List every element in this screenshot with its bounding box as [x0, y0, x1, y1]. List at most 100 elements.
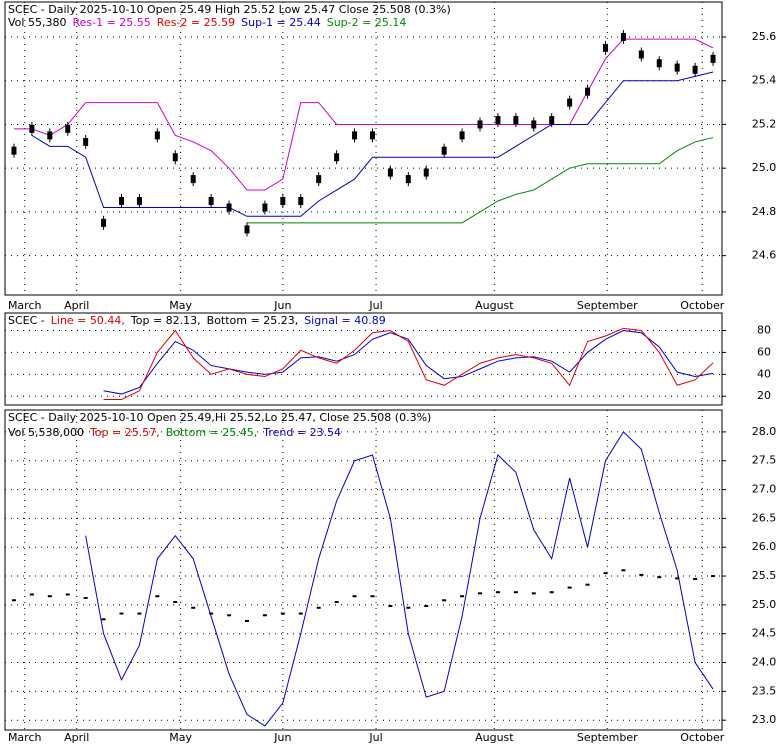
price-dot: [621, 569, 626, 572]
header-line: Vol 5,538,000 Top = 25.57, Bottom = 25.45,…: [8, 426, 341, 439]
x-tick-label: October: [680, 299, 724, 312]
y-tick-label: 25.0: [752, 161, 777, 174]
y-tick-label: 27.0: [752, 483, 777, 496]
price-dot: [173, 601, 178, 603]
series-line: [103, 330, 714, 395]
candle: [119, 196, 125, 205]
candle: [602, 43, 608, 52]
price-dot: [119, 612, 124, 615]
price-dot: [29, 593, 34, 596]
candle: [47, 131, 53, 140]
candle: [638, 50, 644, 59]
series-line: [85, 431, 714, 727]
header-text: Trend = 23.54: [262, 426, 341, 439]
candle: [567, 98, 573, 107]
candle: [459, 131, 465, 140]
header-line: SCEC - Daily 2025-10-10 Open 25.49,Hi 25…: [8, 411, 431, 424]
candle: [334, 153, 340, 162]
y-tick-label: 23.5: [752, 684, 777, 697]
price-dot: [495, 591, 500, 594]
candle: [477, 120, 483, 129]
price-dot: [298, 612, 303, 615]
candle: [692, 65, 698, 74]
price-dot: [334, 601, 339, 603]
price-dot: [101, 618, 106, 621]
header-text: Sup-1 = 25.44: [241, 16, 321, 29]
candle: [29, 124, 35, 133]
candle: [495, 116, 501, 125]
header-text: SCEC - Daily 2025-10-10 Open 25.49 High …: [8, 3, 451, 16]
candle: [585, 87, 591, 96]
candle: [710, 54, 716, 63]
header-line: SCEC - Daily 2025-10-10 Open 25.49 High …: [8, 3, 451, 16]
candle: [83, 137, 89, 146]
y-tick-label: 28.0: [752, 425, 777, 438]
header-text: Vol 55,380: [8, 16, 66, 29]
price-dot: [513, 591, 518, 594]
x-tick-label: May: [169, 731, 192, 744]
price-dot: [442, 599, 447, 602]
y-tick-label: 60: [757, 345, 771, 358]
x-tick-label: Jul: [368, 731, 382, 744]
candle: [387, 168, 393, 177]
candle: [423, 168, 429, 177]
candle: [531, 120, 537, 129]
y-tick-label: 27.5: [752, 454, 777, 467]
price-dot: [370, 595, 375, 598]
header-text: SCEC -: [8, 314, 45, 327]
y-tick-label: 25.2: [752, 117, 777, 130]
candle: [298, 196, 304, 205]
candle: [65, 124, 71, 133]
x-tick-label: September: [577, 299, 638, 312]
header-text: Bottom = 25.45,: [166, 426, 258, 439]
candle: [513, 116, 519, 125]
candle: [405, 175, 411, 184]
y-tick-label: 24.5: [752, 627, 777, 640]
x-tick-label: August: [475, 299, 514, 312]
x-tick-label: August: [475, 731, 514, 744]
y-tick-label: 20: [757, 389, 771, 402]
series-line: [13, 38, 714, 191]
y-tick-label: 26.0: [752, 540, 777, 553]
candle: [190, 175, 196, 184]
price-dot: [209, 612, 214, 615]
price-dot: [460, 595, 465, 598]
price-dot: [47, 595, 52, 598]
candle: [136, 196, 142, 205]
x-tick-label: May: [169, 299, 192, 312]
price-dot: [567, 586, 572, 589]
y-tick-label: 24.0: [752, 656, 777, 669]
price-dot: [549, 591, 554, 594]
price-dot: [352, 595, 357, 598]
price-dot: [227, 614, 232, 617]
candle: [244, 225, 250, 234]
candle: [674, 63, 680, 72]
y-tick-label: 40: [757, 367, 771, 380]
price-dot: [191, 606, 196, 609]
price-dot: [280, 612, 285, 615]
x-tick-label: Jul: [368, 299, 382, 312]
header-text: Top = 25.57,: [89, 426, 160, 439]
header-text: Sup-2 = 25.14: [327, 16, 407, 29]
header-text: SCEC - Daily 2025-10-10 Open 25.49,Hi 25…: [8, 411, 431, 424]
y-tick-label: 26.5: [752, 511, 777, 524]
price-dot: [711, 575, 716, 578]
x-tick-label: Jun: [273, 731, 291, 744]
price-dot: [478, 592, 483, 595]
header-text: Res-2 = 25.59: [157, 16, 235, 29]
series-line: [246, 137, 714, 224]
y-tick-label: 25.4: [752, 74, 777, 87]
candle: [620, 32, 626, 41]
header-text: Vol 5,538,000: [8, 426, 84, 439]
price-dot: [155, 595, 160, 598]
x-tick-label: March: [8, 731, 42, 744]
y-tick-label: 23.0: [752, 713, 777, 726]
y-tick-label: 24.8: [752, 205, 777, 218]
candle: [172, 153, 178, 162]
price-dot: [65, 593, 70, 596]
price-dot: [316, 606, 321, 609]
x-tick-label: September: [577, 731, 638, 744]
price-dot: [585, 583, 590, 586]
price-dot: [424, 605, 429, 608]
